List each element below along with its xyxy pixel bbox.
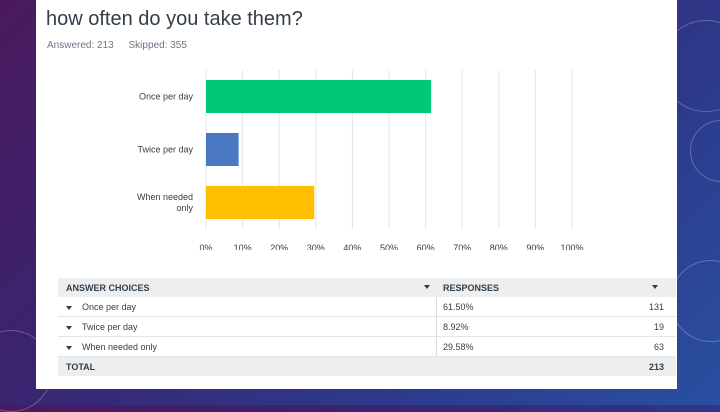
category-label: When needed only <box>137 192 194 213</box>
answered-count: Answered: 213 <box>47 40 114 51</box>
x-tick-label: 10% <box>234 243 252 250</box>
x-tick-label: 100% <box>560 243 583 250</box>
response-percent: 8.92% <box>443 322 469 332</box>
bar-chart: 0% 10% 20% 30% 40% 50% 60% 70% 80% 90% 100% Once pe… <box>137 70 584 250</box>
x-tick-label: 60% <box>417 243 435 250</box>
category-label: Once per day <box>139 92 194 102</box>
expand-caret-icon[interactable] <box>66 345 72 350</box>
response-percent: 29.58% <box>443 342 474 352</box>
answer-choices-header[interactable]: ANSWER CHOICES <box>66 283 150 293</box>
sort-down-icon[interactable] <box>652 285 658 289</box>
table-header: ANSWER CHOICES RESPONSES <box>58 278 676 297</box>
x-tick-label: 50% <box>380 243 398 250</box>
column-divider <box>436 337 437 356</box>
x-tick-label: 80% <box>490 243 508 250</box>
column-divider <box>436 317 437 336</box>
table-row: Once per day 61.50% 131 <box>58 297 676 317</box>
survey-card: how often do you take them? Answered: 21… <box>36 0 677 389</box>
response-count: 63 <box>653 342 664 352</box>
x-tick-label: 30% <box>307 243 325 250</box>
background-ring <box>670 260 720 342</box>
table-row: When needed only 29.58% 63 <box>58 337 676 357</box>
expand-caret-icon[interactable] <box>66 325 72 330</box>
responses-header[interactable]: RESPONSES <box>443 283 500 293</box>
x-tick-label: 40% <box>343 243 361 250</box>
x-tick-label: 70% <box>453 243 471 250</box>
responses-table: ANSWER CHOICES RESPONSES Once per day 61.… <box>58 278 676 376</box>
total-row: TOTAL 213 <box>58 357 676 376</box>
answer-choice-label: Once per day <box>82 302 137 312</box>
response-percent: 61.50% <box>443 302 474 312</box>
sort-down-icon[interactable] <box>424 285 430 289</box>
background-ring <box>690 120 720 182</box>
response-count: 19 <box>653 322 664 332</box>
response-meta: Answered: 213 Skipped: 355 <box>47 40 199 51</box>
expand-caret-icon[interactable] <box>66 305 72 310</box>
response-count: 131 <box>648 302 664 312</box>
answer-choice-cell: Twice per day <box>66 322 138 332</box>
answer-choice-cell: Once per day <box>66 302 136 312</box>
column-divider <box>436 297 437 316</box>
total-label: TOTAL <box>66 362 96 372</box>
table-row: Twice per day 8.92% 19 <box>58 317 676 337</box>
category-label: Twice per day <box>137 145 193 155</box>
x-tick-label: 90% <box>526 243 544 250</box>
x-tick-label: 20% <box>270 243 288 250</box>
answer-choice-cell: When needed only <box>66 342 157 352</box>
total-count: 213 <box>648 362 664 372</box>
bar[interactable] <box>206 186 315 219</box>
question-title: how often do you take them? <box>46 8 303 30</box>
answer-choice-label: When needed only <box>82 342 158 352</box>
bar[interactable] <box>206 80 432 113</box>
bar[interactable] <box>206 133 239 166</box>
skipped-count: Skipped: 355 <box>128 40 187 51</box>
answer-choice-label: Twice per day <box>82 322 138 332</box>
x-tick-label: 0% <box>199 243 212 250</box>
